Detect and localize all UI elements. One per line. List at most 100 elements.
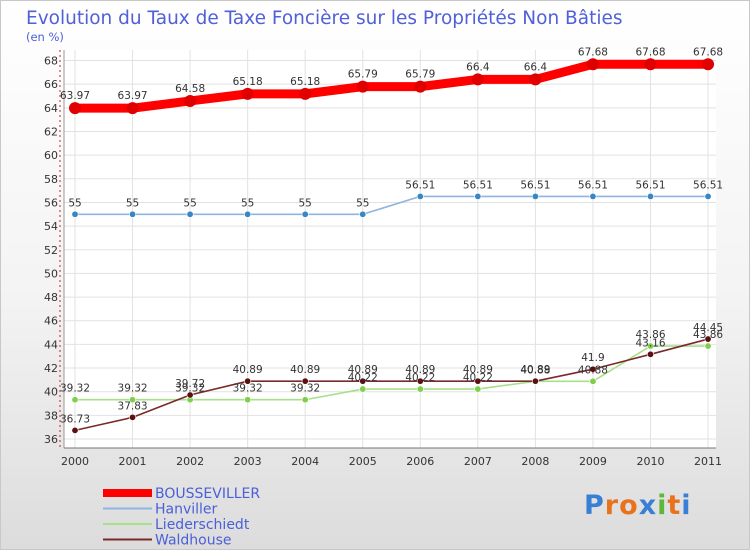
data-label-bousseviller: 67.68	[693, 46, 723, 58]
data-point-hanviller	[129, 210, 137, 218]
data-label-waldhouse: 40.89	[233, 364, 263, 376]
y-tick-label: 66	[44, 78, 58, 91]
data-point-hanviller	[704, 192, 712, 200]
data-point-liederschiedt	[474, 385, 482, 393]
data-point-waldhouse	[531, 377, 539, 385]
logo-letter: i	[657, 490, 668, 521]
data-label-waldhouse: 41.9	[581, 352, 604, 364]
data-point-liederschiedt	[416, 385, 424, 393]
y-tick-label: 36	[44, 433, 58, 446]
logo-letter: x	[638, 490, 658, 521]
data-point-waldhouse	[301, 377, 309, 385]
x-tick-label: 2009	[579, 455, 607, 468]
data-label-hanviller: 55	[299, 197, 312, 209]
chart-series	[69, 58, 715, 434]
data-label-bousseviller: 64.58	[175, 83, 205, 95]
data-label-liederschiedt: 39.32	[60, 383, 90, 395]
y-tick-label: 50	[44, 267, 58, 280]
data-point-waldhouse	[646, 350, 654, 358]
y-tick-label: 38	[44, 409, 58, 422]
legend-label-bousseviller: BOUSSEVILLER	[155, 486, 260, 502]
data-point-hanviller	[186, 210, 194, 218]
data-label-hanviller: 56.51	[405, 179, 435, 191]
data-label-bousseviller: 63.97	[60, 90, 90, 102]
data-point-liederschiedt	[301, 396, 309, 404]
data-label-bousseviller: 65.79	[348, 69, 378, 81]
y-tick-label: 58	[44, 173, 58, 186]
data-point-bousseviller	[126, 102, 139, 115]
data-label-bousseviller: 66.4	[524, 61, 548, 73]
data-point-waldhouse	[704, 335, 712, 343]
data-label-waldhouse: 37.83	[118, 400, 148, 412]
chart-subtitle: (en %)	[26, 30, 64, 44]
legend-label-hanviller: Hanviller	[155, 502, 218, 518]
logo-letter: o	[619, 490, 639, 521]
data-label-liederschiedt: 40.22	[405, 372, 435, 384]
y-tick-label: 56	[44, 196, 58, 209]
y-tick-label: 46	[44, 315, 58, 328]
data-point-hanviller	[244, 210, 252, 218]
logo-letter: i	[681, 490, 692, 521]
data-point-bousseviller	[414, 80, 427, 93]
data-label-bousseviller: 67.68	[578, 46, 608, 58]
data-label-bousseviller: 65.18	[233, 76, 263, 88]
x-tick-label: 2000	[61, 455, 89, 468]
data-label-liederschiedt: 39.32	[118, 383, 148, 395]
y-tick-label: 68	[44, 55, 58, 68]
data-point-bousseviller	[184, 94, 197, 107]
y-tick-label: 42	[44, 362, 58, 375]
data-label-hanviller: 55	[126, 197, 139, 209]
data-point-liederschiedt	[129, 396, 137, 404]
data-point-hanviller	[416, 192, 424, 200]
data-label-hanviller: 56.51	[578, 179, 608, 191]
data-point-liederschiedt	[704, 342, 712, 350]
data-label-hanviller: 56.51	[463, 179, 493, 191]
data-point-hanviller	[531, 192, 539, 200]
y-tick-label: 62	[44, 125, 58, 138]
chart-axes: 36 38 40 42 44 46 48 50 52 54 56 58 60 62 64 66 68 2000 20…	[44, 50, 722, 468]
data-label-liederschiedt: 43.86	[693, 329, 723, 341]
series-line-bousseviller	[70, 59, 713, 113]
data-label-liederschiedt: 40.88	[578, 364, 608, 376]
data-label-bousseviller: 67.68	[635, 46, 665, 58]
data-label-hanviller: 56.51	[520, 179, 550, 191]
data-label-hanviller: 56.51	[693, 179, 723, 191]
series-line-hanviller	[74, 195, 709, 216]
x-tick-label: 2007	[464, 455, 492, 468]
data-label-waldhouse: 43.16	[635, 337, 665, 349]
data-label-bousseviller: 66.4	[466, 61, 490, 73]
data-label-hanviller: 56.51	[635, 179, 665, 191]
data-point-hanviller	[301, 210, 309, 218]
logo-letter: P	[584, 490, 605, 521]
data-label-liederschiedt: 40.22	[348, 372, 378, 384]
data-label-waldhouse: 40.89	[520, 364, 550, 376]
data-point-hanviller	[71, 210, 79, 218]
data-point-bousseviller	[241, 87, 254, 100]
data-point-waldhouse	[244, 377, 252, 385]
legend-label-waldhouse: Waldhouse	[155, 533, 232, 549]
data-label-hanviller: 55	[183, 197, 196, 209]
data-point-bousseviller	[529, 73, 542, 86]
data-point-bousseviller	[586, 58, 599, 71]
y-tick-label: 40	[44, 386, 58, 399]
x-tick-label: 2002	[176, 455, 204, 468]
chart-legend: BOUSSEVILLERHanvillerLiederschiedtWaldho…	[103, 486, 260, 549]
data-label-waldhouse: 44.45	[693, 322, 723, 334]
x-tick-label: 2003	[234, 455, 262, 468]
data-label-waldhouse: 40.89	[348, 364, 378, 376]
series-line-waldhouse	[74, 338, 709, 432]
data-point-liederschiedt	[359, 385, 367, 393]
y-tick-label: 52	[44, 244, 58, 257]
x-tick-label: 2010	[637, 455, 665, 468]
data-point-waldhouse	[416, 377, 424, 385]
data-label-waldhouse: 40.89	[463, 364, 493, 376]
proxiti-logo: Proxiti	[584, 490, 692, 521]
logo-letter: r	[604, 490, 620, 521]
y-tick-label: 64	[44, 102, 58, 115]
data-point-bousseviller	[471, 73, 484, 86]
y-tick-label: 54	[44, 220, 58, 233]
data-label-liederschiedt: 43.86	[635, 329, 665, 341]
data-point-liederschiedt	[646, 342, 654, 350]
data-label-hanviller: 55	[356, 197, 369, 209]
